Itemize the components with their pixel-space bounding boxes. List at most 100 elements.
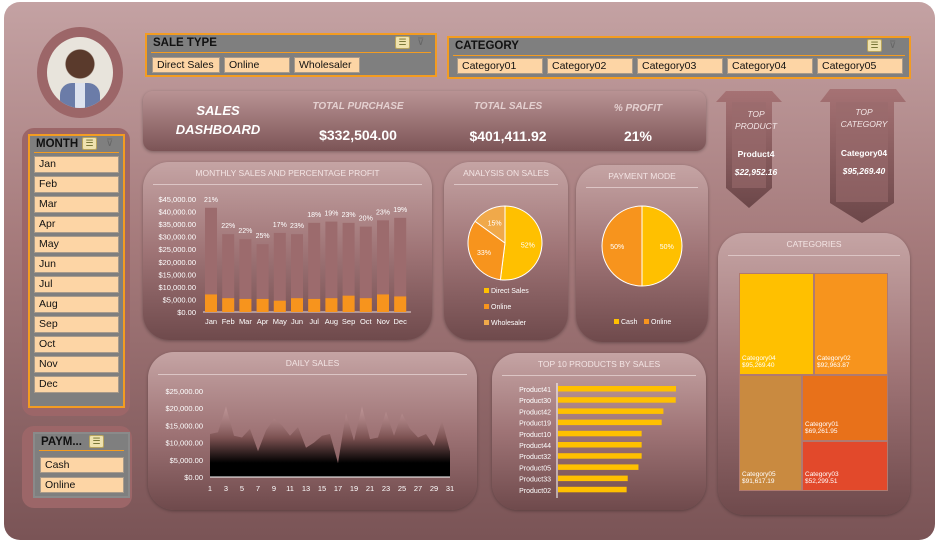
clear-filter-icon[interactable]: ⊽	[106, 138, 114, 149]
x-tick-label: 27	[414, 484, 422, 493]
y-tick-label: $10,000.00	[165, 439, 203, 448]
top-category-name: Category04	[840, 148, 888, 158]
product-bar	[558, 430, 642, 437]
month-item-dec[interactable]: Dec	[34, 376, 119, 393]
y-tick-label: $0.00	[184, 473, 203, 482]
sale-type-item-wholesaler[interactable]: Wholesaler	[294, 57, 360, 73]
month-item-sep[interactable]: Sep	[34, 316, 119, 333]
legend-swatch	[484, 320, 489, 325]
profit-bar	[291, 298, 303, 312]
clear-filter-icon[interactable]: ⊽	[417, 37, 425, 48]
monthly-chart: $0.00 $5,000.00 $10,000.00 $15,000.00 $20,00…	[158, 195, 411, 326]
product-bar	[558, 408, 664, 414]
legend-swatch	[484, 288, 489, 293]
multi-select-icon[interactable]: ☰	[82, 137, 97, 150]
avatar	[37, 27, 123, 118]
treemap-cell-category04: Category04 $95,269.40	[739, 273, 814, 375]
profit-pct-label: 19%	[393, 207, 407, 214]
product-bar	[558, 397, 676, 403]
x-tick-label: 31	[446, 484, 454, 493]
categories-title: CATEGORIES	[786, 239, 842, 249]
multi-select-icon[interactable]: ☰	[867, 39, 882, 52]
category-item-01[interactable]: Category01	[457, 58, 543, 74]
payment-mode-title: PAYMENT MODE	[608, 171, 676, 181]
total-sales-value: $401,411.92	[469, 128, 547, 144]
sale-type-item-online[interactable]: Online	[224, 57, 290, 73]
category-item-05[interactable]: Category05	[817, 58, 903, 74]
pie-slice	[467, 220, 506, 281]
kpi-panel: SALES DASHBOARD TOTAL PURCHASE $332,504.0…	[143, 91, 706, 151]
product-label: Product44	[519, 443, 551, 450]
cell-value: $92,963.87	[817, 362, 850, 369]
category-title: CATEGORY	[455, 40, 519, 52]
x-tick-label: Dec	[394, 317, 408, 326]
payment-item-cash[interactable]: Cash	[40, 457, 124, 473]
y-tick-label: $5,000.00	[163, 295, 196, 304]
profit-bar	[394, 296, 407, 312]
x-tick-label: 9	[272, 484, 276, 493]
clear-filter-icon[interactable]: ⊽	[889, 40, 897, 51]
profit-bar	[377, 294, 389, 312]
month-item-oct[interactable]: Oct	[34, 336, 119, 353]
cell-value: $52,299.51	[805, 478, 838, 485]
sales-bar	[325, 221, 338, 312]
month-item-jan[interactable]: Jan	[34, 156, 119, 173]
x-tick-label: Mar	[239, 317, 252, 326]
slice-label: 15%	[488, 221, 502, 228]
slice-label: 33%	[477, 250, 491, 257]
treemap-cell-category03: Category03 $52,299.51	[802, 441, 888, 491]
x-tick-label: 11	[286, 484, 294, 493]
sale-type-item-direct-sales[interactable]: Direct Sales	[152, 57, 220, 73]
top-category-line1: TOP	[855, 107, 873, 117]
y-tick-label: $35,000.00	[158, 220, 196, 229]
month-item-apr[interactable]: Apr	[34, 216, 119, 233]
category-item-03[interactable]: Category03	[637, 58, 723, 74]
month-item-jun[interactable]: Jun	[34, 256, 119, 273]
product-bar	[558, 386, 676, 392]
categories-panel: CATEGORIES Category04 $95,269.40 Category0…	[718, 233, 910, 515]
payment-item-online[interactable]: Online	[40, 477, 124, 493]
treemap-cell-category01: Category01 $69,261.95	[802, 375, 888, 441]
title-line-2: DASHBOARD	[175, 122, 261, 137]
month-item-nov[interactable]: Nov	[34, 356, 119, 373]
monthly-sales-panel: MONTHLY SALES AND PERCENTAGE PROFIT $0.0…	[143, 162, 432, 340]
profit-bar	[308, 298, 321, 312]
x-tick-label: 29	[430, 484, 438, 493]
cell-name: Category05	[742, 471, 776, 478]
sales-bar	[205, 207, 217, 312]
profit-pct-label: 23%	[376, 209, 390, 216]
category-item-04[interactable]: Category04	[727, 58, 813, 74]
legend-swatch	[484, 304, 489, 309]
month-item-aug[interactable]: Aug	[34, 296, 119, 313]
month-item-jul[interactable]: Jul	[34, 276, 119, 293]
month-item-may[interactable]: May	[34, 236, 119, 253]
product-bar	[558, 464, 639, 470]
x-tick-label: 7	[256, 484, 260, 493]
profit-pct-label: 22%	[238, 228, 252, 235]
product-bar	[558, 486, 627, 493]
y-tick-label: $25,000.00	[165, 387, 203, 396]
title-line-1: SALES	[196, 103, 240, 118]
multi-select-icon[interactable]: ☰	[395, 36, 410, 49]
product-label: Product02	[519, 488, 551, 495]
month-item-mar[interactable]: Mar	[34, 196, 119, 213]
product-label: Product41	[519, 387, 551, 394]
product-label: Product32	[519, 454, 551, 461]
category-item-02[interactable]: Category02	[547, 58, 633, 74]
pie-slice	[474, 205, 506, 244]
profit-bar	[342, 295, 355, 312]
profit-value: 21%	[623, 128, 653, 144]
payment-slicer: PAYM... ☰ Cash Online	[33, 432, 130, 498]
x-tick-label: May	[273, 317, 287, 326]
profit-bar	[239, 298, 252, 312]
daily-sales-title: DAILY SALES	[285, 358, 340, 368]
profit-bar	[222, 298, 235, 312]
cell-value: $69,261.95	[805, 428, 838, 435]
x-tick-label: Feb	[222, 317, 235, 326]
analysis-panel: ANALYSIS ON SALES 52% Direct Sales 33% Onli…	[444, 162, 568, 340]
multi-select-icon[interactable]: ☰	[89, 435, 104, 448]
month-item-feb[interactable]: Feb	[34, 176, 119, 193]
analysis-title: ANALYSIS ON SALES	[463, 168, 549, 178]
monthly-chart-title: MONTHLY SALES AND PERCENTAGE PROFIT	[195, 168, 380, 178]
top-product-name: Product4	[737, 149, 775, 159]
